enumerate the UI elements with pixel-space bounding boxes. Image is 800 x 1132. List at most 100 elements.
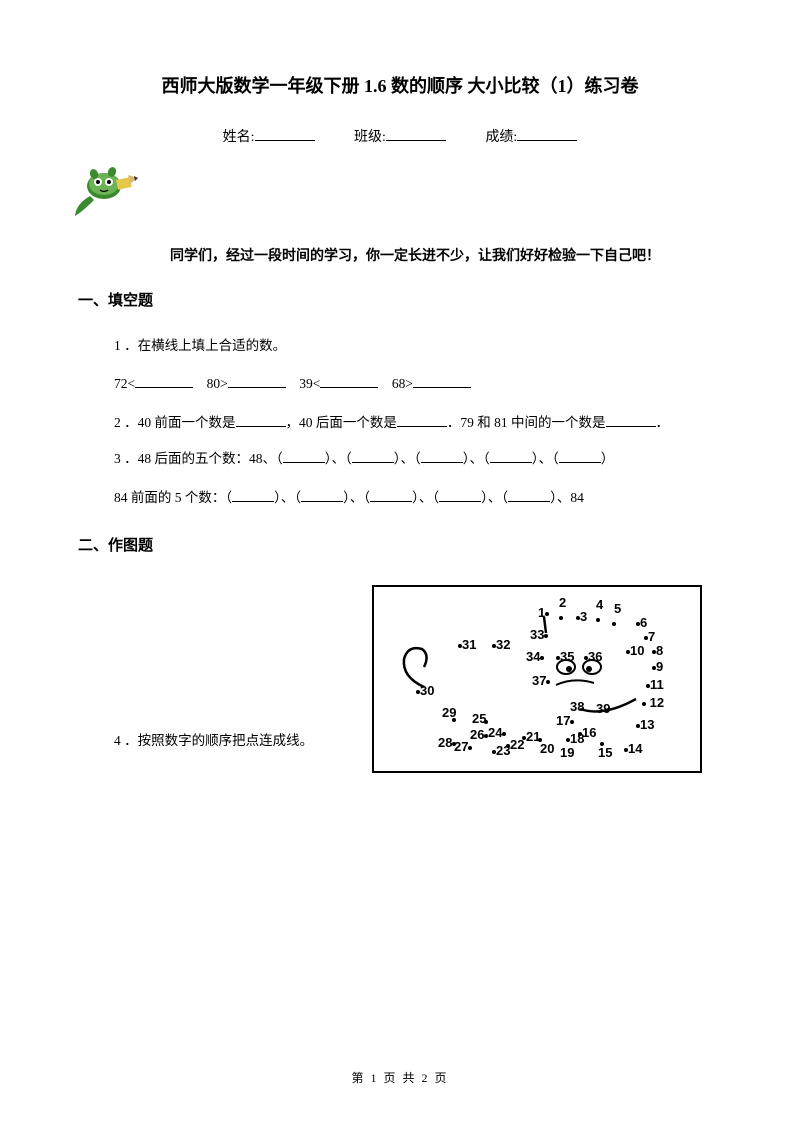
q3-line-1: 3 ．48 后面的五个数：48、（ ）、（ ）、（ ）、（ ）、（ ）	[114, 443, 710, 475]
q1-p4: 68>	[392, 376, 413, 391]
q1-blank-2[interactable]	[228, 374, 286, 388]
q3a-blank-2[interactable]	[352, 451, 394, 463]
q1-blank-4[interactable]	[413, 374, 471, 388]
q3-b5: ）、（	[481, 490, 508, 505]
q3b-blank-5[interactable]	[508, 490, 550, 502]
dot-35: 35	[556, 649, 574, 664]
q1-label: 1 ．在横线上填上合适的数。	[114, 330, 710, 362]
dot-4b	[596, 611, 600, 626]
dot-27: 27	[454, 739, 472, 754]
dot-15b	[600, 735, 604, 750]
dot-6: 6	[636, 615, 647, 630]
dot-19: 19	[560, 745, 574, 760]
q1-p2: 80>	[207, 376, 228, 391]
q3-t5: ）、（	[532, 451, 559, 466]
q3b-blank-4[interactable]	[439, 490, 481, 502]
dot-8: 8	[652, 643, 663, 658]
q3a-blank-4[interactable]	[490, 451, 532, 463]
score-blank[interactable]	[517, 127, 577, 141]
q3-t2: ）、（	[325, 451, 352, 466]
info-line: 姓名: 班级: 成绩:	[90, 126, 710, 146]
q3a-blank-5[interactable]	[559, 451, 601, 463]
q3-line-2: 84 前面的 5 个数：（ ）、（ ）、（ ）、（ ）、（ ）、84	[114, 482, 710, 514]
dot-2b	[559, 609, 563, 624]
dot-5b	[612, 615, 616, 630]
dot-5: 5	[614, 601, 621, 616]
dot-29b	[452, 711, 456, 726]
dot-9: 9	[652, 659, 663, 674]
q3a-blank-3[interactable]	[421, 451, 463, 463]
question-1: 1 ．在横线上填上合适的数。 72< 80> 39< 68>	[114, 330, 710, 401]
dot-14: 14	[624, 741, 642, 756]
name-field: 姓名:	[223, 126, 315, 146]
q3b-blank-1[interactable]	[232, 490, 274, 502]
dot-33: 33	[530, 627, 548, 642]
q1-blank-3[interactable]	[320, 374, 378, 388]
dot-10: 10	[626, 643, 644, 658]
section-2-heading: 二、作图题	[78, 534, 710, 555]
page-footer: 第 1 页 共 2 页	[0, 1069, 800, 1086]
dot-11: 11	[646, 677, 664, 692]
dot-31: 31	[458, 637, 476, 652]
q1-blank-1[interactable]	[135, 374, 193, 388]
dot-36: 36	[584, 649, 602, 664]
class-blank[interactable]	[386, 127, 446, 141]
dot-30: 30	[416, 683, 434, 698]
q3a-blank-1[interactable]	[283, 451, 325, 463]
page-title: 西师大版数学一年级下册 1.6 数的顺序 大小比较（1）练习卷	[90, 72, 710, 98]
dot-13: 13	[636, 717, 654, 732]
score-label: 成绩:	[485, 130, 517, 145]
q2-blank-2[interactable]	[397, 413, 447, 427]
name-blank[interactable]	[255, 127, 315, 141]
q2-t1: 2 ．40 前面一个数是	[114, 415, 236, 430]
mascot-icon	[72, 164, 710, 225]
q2-t3: ．79 和 81 中间的一个数是	[447, 415, 606, 430]
dot-17: 17	[556, 713, 574, 728]
dot-34: 34	[526, 649, 544, 664]
dot-32: 32	[492, 637, 510, 652]
dot-1: 1	[538, 605, 549, 620]
q3-t4: ）、（	[463, 451, 490, 466]
q3-b6: ）、84	[550, 490, 584, 505]
section-1-heading: 一、填空题	[78, 289, 710, 310]
dot-18: 18	[566, 731, 584, 746]
dot-23: 23	[492, 743, 510, 758]
dot-20: 20	[540, 741, 554, 756]
q3-t3: ）、（	[394, 451, 421, 466]
q2-t2: ，40 后面一个数是	[286, 415, 397, 430]
question-2: 2 ．40 前面一个数是 ，40 后面一个数是 ．79 和 81 中间的一个数是 ．	[114, 407, 710, 439]
dot-7: 7	[644, 629, 655, 644]
q1-p1: 72<	[114, 376, 135, 391]
dot-37: 37	[532, 673, 550, 688]
q3-b3: ）、（	[343, 490, 370, 505]
encourage-text: 同学们，经过一段时间的学习，你一定长进不少，让我们好好检验一下自己吧！	[170, 245, 710, 265]
q2-blank-1[interactable]	[236, 413, 286, 427]
q2-blank-3[interactable]	[606, 413, 656, 427]
question-3: 3 ．48 后面的五个数：48、（ ）、（ ）、（ ）、（ ）、（ ） 84 前面的 5 …	[114, 443, 710, 514]
q3-b1: 84 前面的 5 个数：（	[114, 490, 232, 505]
dot-21: 21	[522, 729, 540, 744]
dot-4: 4	[596, 597, 603, 612]
class-field: 班级:	[354, 126, 446, 146]
class-label: 班级:	[354, 130, 386, 145]
connect-dots-diagram: 1 2 3 4 5 6 7 8 9 10 11 12 13 14 15 16 1…	[372, 585, 702, 773]
q1-items: 72< 80> 39< 68>	[114, 368, 710, 400]
diagram-box: 1 2 3 4 5 6 7 8 9 10 11 12 13 14 15 16 1…	[372, 585, 702, 773]
q1-p3: 39<	[299, 376, 320, 391]
q3b-blank-3[interactable]	[370, 490, 412, 502]
dot-12: 12	[642, 695, 664, 710]
dot-28: 28	[438, 735, 456, 750]
dot-26: 26	[470, 727, 488, 742]
score-field: 成绩:	[485, 126, 577, 146]
dot-2: 2	[559, 595, 566, 610]
q3-b4: ）、（	[412, 490, 439, 505]
q2-t4: ．	[656, 415, 670, 430]
dot-38: 38	[570, 699, 584, 714]
q3b-blank-2[interactable]	[301, 490, 343, 502]
dot-24: 24	[488, 725, 506, 740]
q3-t6: ）	[601, 451, 615, 466]
q3-b2: ）、（	[274, 490, 301, 505]
q3-t1: 3 ．48 后面的五个数：48、（	[114, 451, 283, 466]
dot-3: 3	[576, 609, 587, 624]
dot-39: 39	[596, 701, 610, 716]
